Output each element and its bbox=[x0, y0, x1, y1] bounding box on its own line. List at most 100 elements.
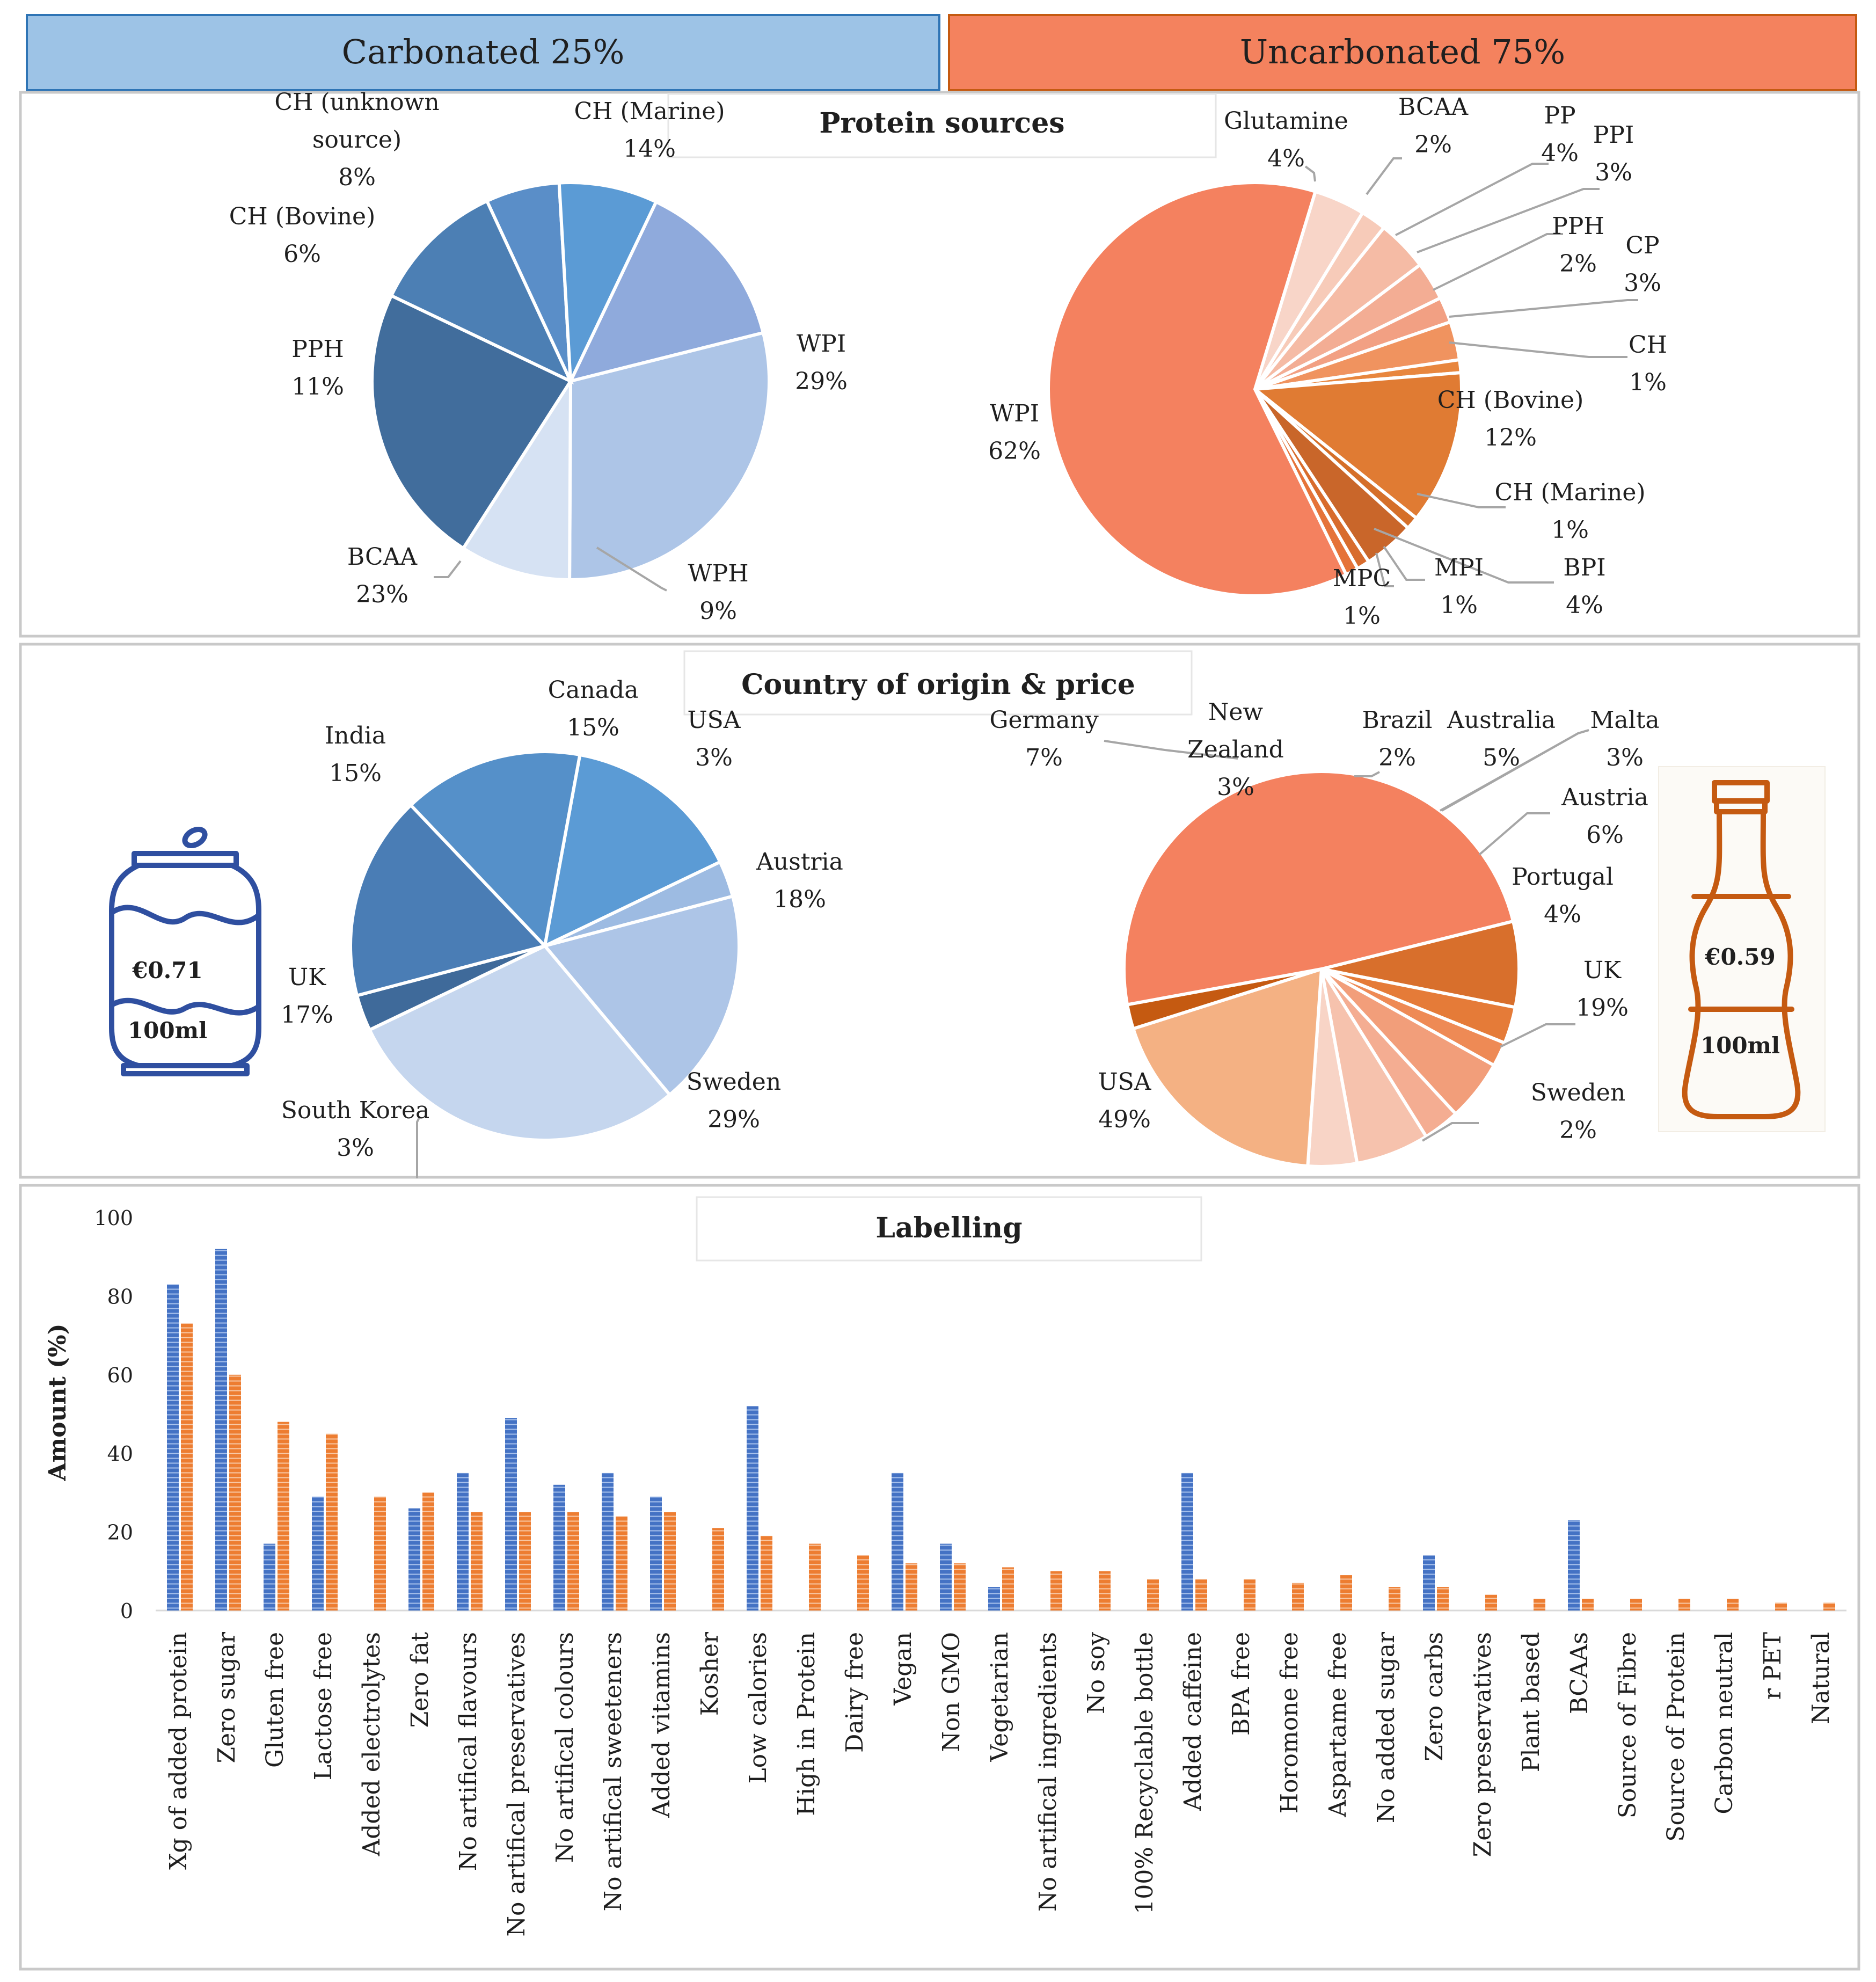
slice-label-bcaa: BCAA 23% bbox=[347, 543, 418, 608]
y-tick-label: 40 bbox=[107, 1442, 133, 1466]
bar-carbonated-added-vitamins bbox=[650, 1496, 662, 1611]
bar-carbonated-vegetarian bbox=[988, 1587, 1000, 1611]
bar-uncarbonated-no-artifical-sweeteners bbox=[616, 1516, 627, 1611]
category-label-zero-preservatives: Zero preservatives bbox=[1469, 1632, 1497, 1857]
leader-line bbox=[1304, 165, 1316, 182]
category-label-bcaas: BCAAs bbox=[1566, 1632, 1593, 1714]
category-label-no-added-sugar: No added sugar bbox=[1373, 1631, 1400, 1823]
pie-slice-wpi bbox=[1047, 180, 1348, 597]
category-label-high-in-protein: High in Protein bbox=[793, 1632, 820, 1816]
bar-uncarbonated-zero-carbs bbox=[1437, 1587, 1449, 1611]
bar-uncarbonated-low-calories bbox=[761, 1535, 772, 1611]
leader-line bbox=[1449, 299, 1638, 318]
slice-label-usa: USA 49% bbox=[1098, 1068, 1152, 1133]
category-label-source-of-protein: Source of Protein bbox=[1662, 1632, 1690, 1842]
pie-slice-pph bbox=[389, 199, 574, 385]
bar-uncarbonated-lactose-free bbox=[326, 1433, 338, 1611]
bar-uncarbonated-no-artifical-preservatives bbox=[519, 1512, 531, 1611]
leader-line bbox=[1417, 188, 1600, 253]
leader-line bbox=[1366, 157, 1402, 195]
slice-label-ch-marine: CH (Marine) 1% bbox=[1494, 479, 1645, 544]
bar-carbonated-no-artifical-flavours bbox=[457, 1473, 469, 1611]
bar-uncarbonated-aspartame-free bbox=[1340, 1575, 1352, 1611]
y-tick-label: 100 bbox=[94, 1206, 133, 1230]
category-label-100-recyclable-bottle: 100% Recyclable bottle bbox=[1131, 1632, 1158, 1914]
category-label-zero-sugar: Zero sugar bbox=[213, 1631, 240, 1763]
labelling-bar-chart: 0 20 40 60 80 100 Xg of added protein Zero suga… bbox=[94, 1206, 1846, 1937]
category-label-no-soy: No soy bbox=[1083, 1632, 1110, 1714]
category-label-added-vitamins: Added vitamins bbox=[648, 1632, 675, 1818]
pie-slice-ch-unknown-source bbox=[557, 181, 659, 382]
slice-label-ch-bovine: CH (Bovine) 6% bbox=[229, 203, 376, 268]
uncarbonated-volume: 100ml bbox=[1700, 1032, 1780, 1059]
slice-label-glutamine: Glutamine 4% bbox=[1224, 107, 1348, 172]
panel-protein-sources bbox=[19, 91, 1860, 638]
category-label-zero-fat: Zero fat bbox=[406, 1632, 434, 1728]
bar-uncarbonated-kosher bbox=[712, 1528, 724, 1611]
header-uncarbonated-text: Uncarbonated 75% bbox=[1240, 32, 1565, 71]
category-label-horomone-free: Horomone free bbox=[1276, 1632, 1303, 1813]
bar-uncarbonated-bpa-free bbox=[1244, 1579, 1255, 1611]
bar-carbonated-no-artifical-preservatives bbox=[505, 1418, 517, 1611]
bar-carbonated-xg-of-added-protein bbox=[167, 1284, 179, 1611]
category-label-added-caffeine: Added caffeine bbox=[1179, 1632, 1207, 1811]
category-label-no-artifical-flavours: No artifical flavours bbox=[455, 1632, 482, 1871]
leader-line bbox=[1433, 233, 1563, 291]
slice-label-australia: Australia 5% bbox=[1447, 706, 1556, 771]
category-label-dairy-free: Dairy free bbox=[841, 1632, 868, 1753]
pie-slice-uk bbox=[349, 803, 548, 998]
bar-uncarbonated-source-of-fibre bbox=[1630, 1599, 1642, 1611]
pie-slice-wph bbox=[461, 375, 573, 582]
uncarbonated-price: €0.59 bbox=[1704, 944, 1776, 970]
bar-uncarbonated-added-electrolytes bbox=[374, 1496, 386, 1611]
slice-label-malta: Malta 3% bbox=[1590, 706, 1659, 771]
bar-uncarbonated-added-vitamins bbox=[664, 1512, 676, 1611]
slice-label-wph: WPH 9% bbox=[688, 560, 748, 625]
pie-country-carbonated: Canada 15% USA 3% Austria 18% Sweden 29% South K… bbox=[281, 676, 843, 1178]
leader-line bbox=[1441, 729, 1589, 812]
bar-uncarbonated-no-artifical-ingredients bbox=[1050, 1571, 1062, 1611]
category-label-vegan: Vegan bbox=[889, 1632, 917, 1706]
slice-label-wpi: WPI 29% bbox=[795, 330, 848, 395]
category-label-no-artifical-colours: No artifical colours bbox=[551, 1632, 579, 1863]
bar-uncarbonated-zero-preservatives bbox=[1485, 1594, 1497, 1611]
leader-line bbox=[1383, 545, 1425, 581]
slice-label-ch-unknown-source: CH (unknown source) 8% bbox=[274, 89, 439, 191]
bar-uncarbonated-xg-of-added-protein bbox=[181, 1323, 193, 1611]
bar-uncarbonated-no-artifical-flavours bbox=[471, 1512, 483, 1611]
slice-label-wpi: WPI 62% bbox=[988, 400, 1041, 465]
pie-slice-ch-marine bbox=[567, 200, 765, 384]
leader-line bbox=[1421, 1122, 1479, 1142]
bar-uncarbonated-high-in-protein bbox=[809, 1543, 821, 1611]
panel-country-origin bbox=[19, 643, 1860, 1179]
bar-uncarbonated-plant-based bbox=[1534, 1599, 1545, 1611]
slice-label-austria: Austria 18% bbox=[756, 848, 843, 913]
pie-protein-carbonated: CH (Marine) 14% WPI 29% WPH 9% BCAA 23% PPH 11% CH… bbox=[229, 89, 848, 625]
slice-label-portugal: Portugal 4% bbox=[1512, 863, 1614, 928]
slice-label-mpc: MPC 1% bbox=[1333, 565, 1391, 630]
bar-uncarbonated-added-caffeine bbox=[1195, 1579, 1207, 1611]
pie-slice-uk bbox=[1131, 966, 1324, 1168]
pie-slice-ch-bovine bbox=[1251, 370, 1463, 521]
header-carbonated-text: Carbonated 25% bbox=[342, 32, 625, 71]
category-label-no-artifical-preservatives: No artifical preservatives bbox=[503, 1632, 530, 1937]
leader-line bbox=[1417, 493, 1506, 508]
leader-line bbox=[1478, 812, 1550, 856]
bar-carbonated-no-artifical-sweeteners bbox=[602, 1473, 614, 1611]
category-label-low-calories: Low calories bbox=[744, 1632, 772, 1784]
category-label-no-artifical-sweeteners: No artifical sweeteners bbox=[600, 1632, 627, 1911]
bar-uncarbonated-carbon-neutral bbox=[1727, 1599, 1739, 1611]
bar-uncarbonated-source-of-protein bbox=[1678, 1599, 1690, 1611]
pie-slice-wpi bbox=[568, 331, 771, 581]
category-label-non-gmo: Non GMO bbox=[938, 1632, 965, 1752]
labelling-title: Labelling bbox=[875, 1212, 1022, 1244]
slice-label-ch: CH 1% bbox=[1629, 331, 1667, 396]
slice-label-canada: Canada 15% bbox=[548, 676, 639, 741]
carbonated-price: €0.71 bbox=[132, 957, 203, 983]
pie-slice-usa bbox=[1122, 770, 1515, 1007]
category-label-natural: Natural bbox=[1807, 1632, 1835, 1724]
slice-label-uk: UK 17% bbox=[281, 964, 333, 1029]
pie-protein-uncarbonated: Glutamine 4% BCAA 2% PP 4% PPI 3% PPH 2% CP 3% CH 1% C… bbox=[988, 93, 1667, 630]
header-carbonated: Carbonated 25% bbox=[26, 14, 940, 91]
leader-line bbox=[1395, 163, 1549, 236]
